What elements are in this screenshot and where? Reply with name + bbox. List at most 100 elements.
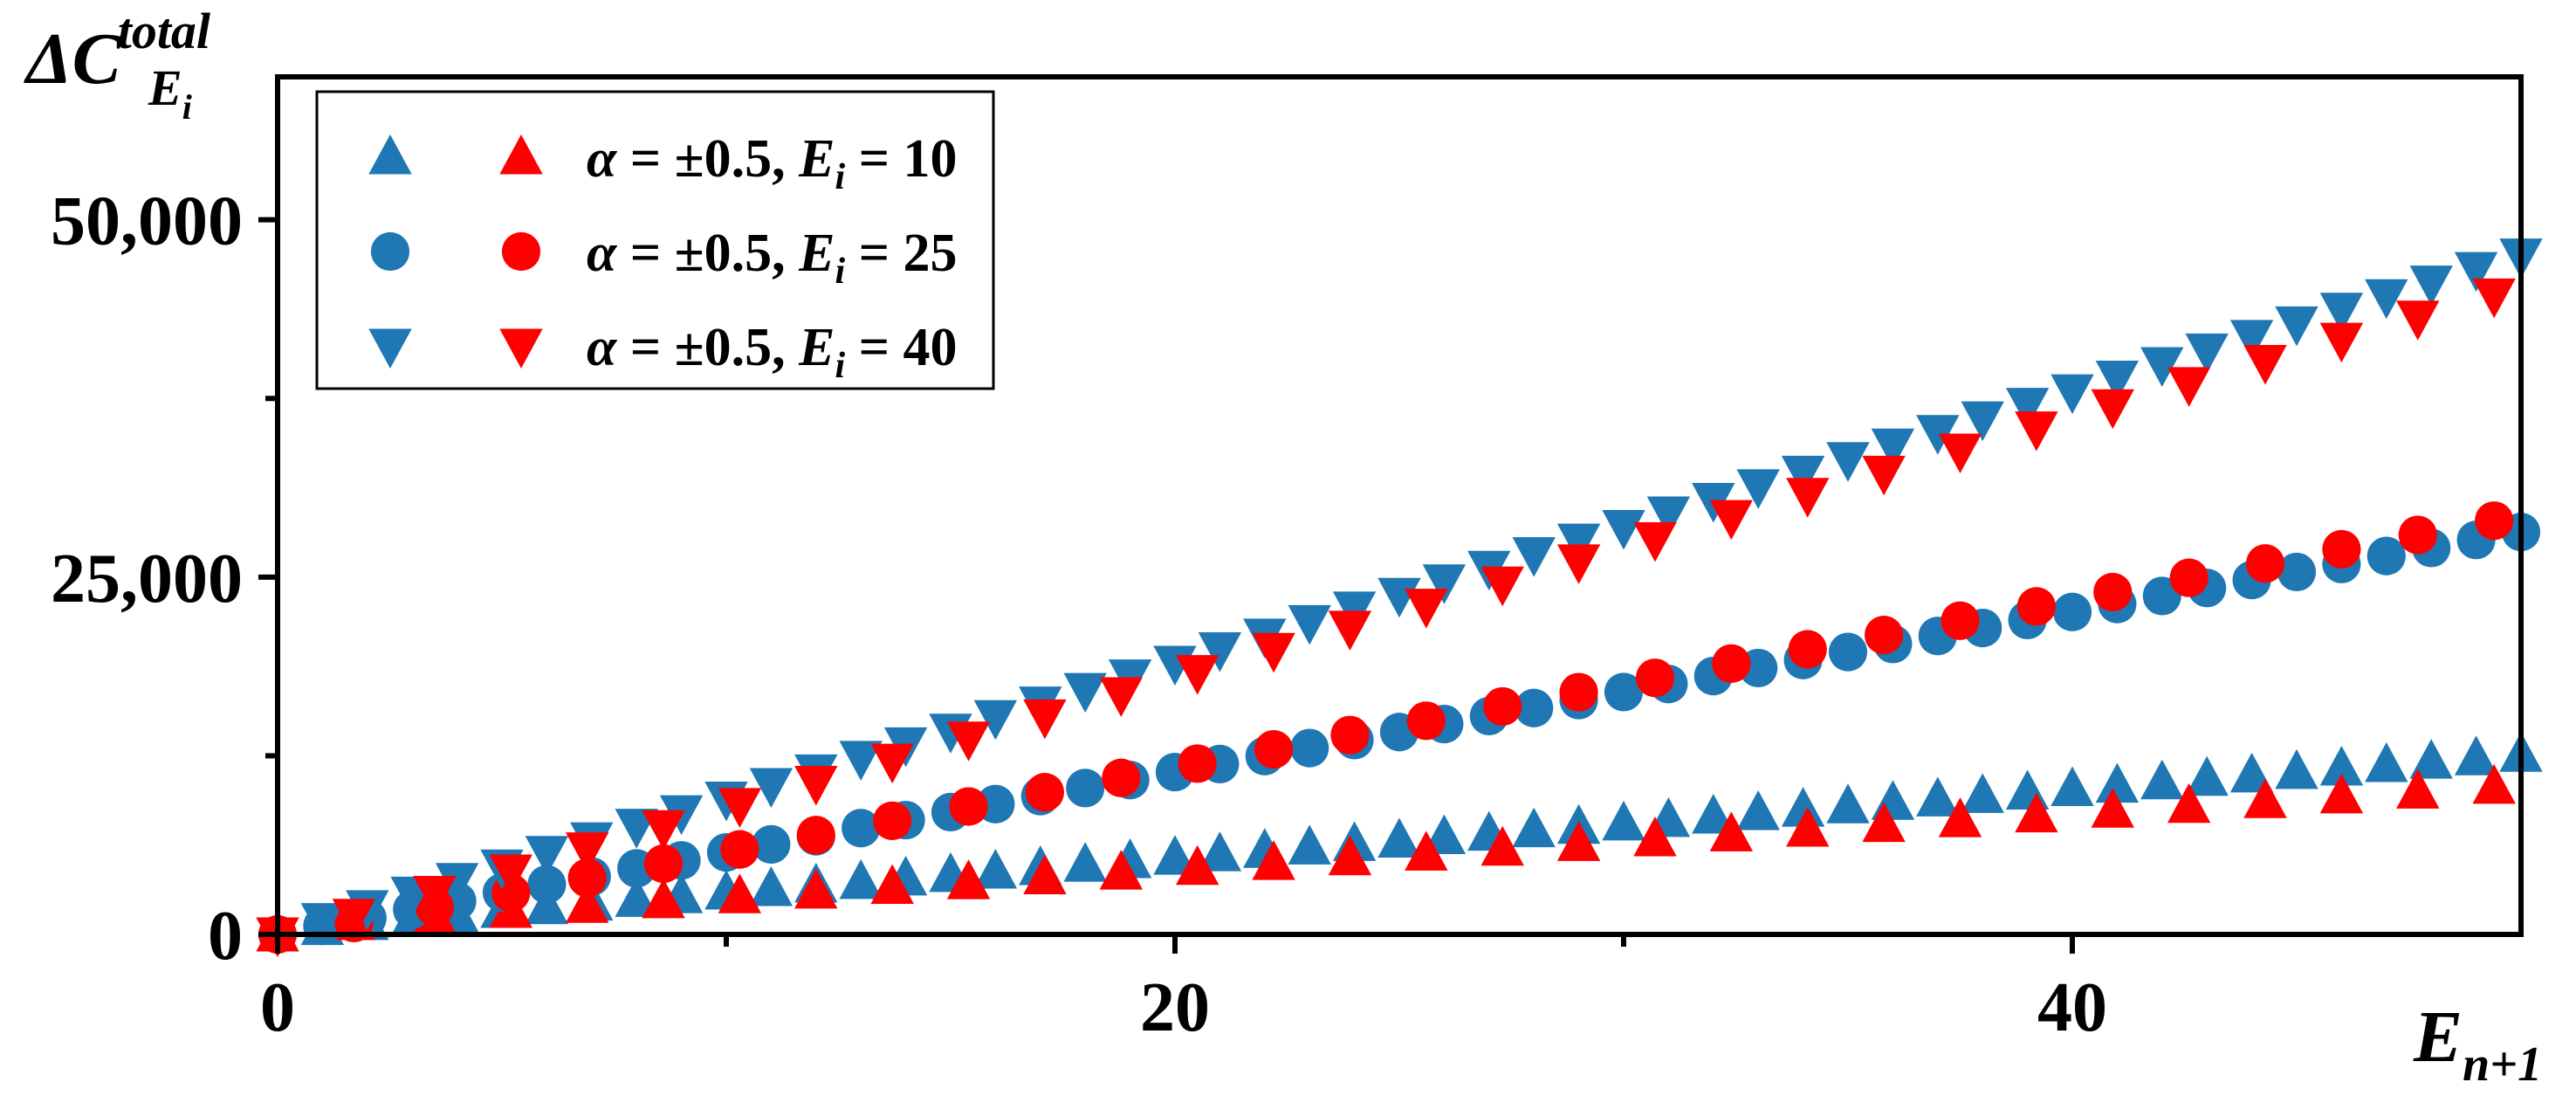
data-point: [2185, 333, 2229, 374]
data-point: [718, 873, 762, 913]
data-point: [1712, 644, 1751, 683]
data-point: [1254, 729, 1294, 769]
series-5: [256, 278, 2516, 957]
data-point: [2015, 411, 2058, 451]
x-tick-label: 40: [2037, 969, 2107, 1046]
data-point: [1176, 844, 1219, 886]
data-point: [1252, 632, 1295, 673]
data-point: [839, 858, 883, 900]
legend-box: [315, 90, 995, 390]
data-point: [565, 883, 609, 923]
data-point: [870, 743, 914, 784]
data-point: [300, 903, 345, 943]
data-point: [749, 865, 793, 906]
data-point: [1559, 672, 1598, 712]
data-point: [946, 859, 991, 900]
data-point: [1826, 783, 1870, 824]
data-point: [1941, 601, 1980, 640]
data-point: [525, 836, 569, 876]
data-point: [643, 844, 683, 884]
data-point: [567, 858, 607, 898]
plot-frame: [275, 74, 2524, 937]
data-point: [2365, 279, 2408, 320]
data-point: [642, 810, 685, 851]
data-point: [1556, 523, 1601, 564]
data-point: [2185, 755, 2229, 796]
data-point: [2015, 792, 2058, 833]
data-point: [1422, 564, 1467, 604]
data-point: [2095, 361, 2140, 401]
data-point: [1786, 807, 1830, 847]
data-point: [1063, 672, 1107, 713]
data-point: [2050, 374, 2094, 415]
data-point: [946, 721, 991, 762]
data-point: [1405, 831, 1448, 871]
data-point: [1198, 631, 1242, 672]
data-point: [1633, 816, 1677, 857]
data-point: [1862, 802, 1906, 843]
data-point: [615, 877, 658, 917]
data-point: [1023, 699, 1067, 740]
data-point: [870, 864, 914, 904]
legend-entry: α = ±0.5, Ei = 25: [370, 224, 958, 292]
x-tick-label: 0: [260, 969, 295, 1046]
data-point: [413, 876, 457, 916]
data-point: [1252, 840, 1295, 880]
data-point: [2475, 501, 2514, 541]
data-point: [1063, 842, 1107, 882]
data-point: [2472, 278, 2516, 319]
data-point: [1288, 604, 1331, 645]
data-point: [749, 768, 793, 808]
data-point: [1512, 537, 1556, 577]
legend-label: α = ±0.5, Ei = 25: [587, 224, 958, 292]
data-point: [2229, 752, 2274, 793]
data-point: [1480, 566, 1524, 607]
data-point: [1025, 773, 1065, 812]
data-point: [642, 878, 685, 919]
data-point: [839, 741, 883, 781]
data-point: [2245, 544, 2285, 583]
data-point: [1828, 632, 1868, 672]
data-point: [1290, 728, 1329, 768]
data-point: [796, 816, 835, 855]
data-point: [1692, 793, 1735, 834]
data-point: [1961, 401, 2004, 442]
data-point: [525, 884, 569, 925]
data-point: [1736, 790, 1780, 831]
data-point: [2319, 745, 2364, 786]
axes: 0 20 40 0 25,000 50,000: [51, 183, 2107, 1046]
series-3: [258, 501, 2514, 955]
data-point: [2052, 592, 2092, 631]
data-point: [1916, 776, 1960, 817]
data-point: [2366, 536, 2406, 576]
data-point: [1788, 630, 1827, 669]
data-point: [1916, 415, 1960, 455]
data-point: [2093, 572, 2133, 612]
data-point: [1781, 455, 1825, 496]
data-point: [2319, 293, 2364, 333]
data-point: [2243, 778, 2287, 818]
data-point: [2396, 300, 2440, 341]
data-point: [2005, 388, 2050, 428]
data-point: [1102, 758, 1141, 797]
data-point: [2016, 587, 2056, 626]
data-point: [794, 868, 838, 909]
legend-entry: α = ±0.5, Ei = 10: [368, 129, 958, 197]
data-point: [332, 899, 376, 939]
y-tick-label: 0: [208, 898, 243, 975]
data-point: [973, 700, 1018, 741]
data-point: [2140, 347, 2184, 387]
data-point: [2454, 735, 2498, 775]
data-point: [1786, 478, 1830, 518]
legend-marker-red: [499, 134, 543, 175]
data-point: [2319, 773, 2364, 814]
legend-marker-red: [501, 231, 541, 272]
data-point: [2095, 762, 2140, 803]
data-point: [1602, 800, 1645, 841]
data-point: [2365, 742, 2408, 782]
data-point: [2169, 558, 2208, 597]
data-point: [1330, 715, 1370, 755]
legend-marker-blue: [368, 328, 412, 369]
data-point: [1328, 610, 1372, 651]
